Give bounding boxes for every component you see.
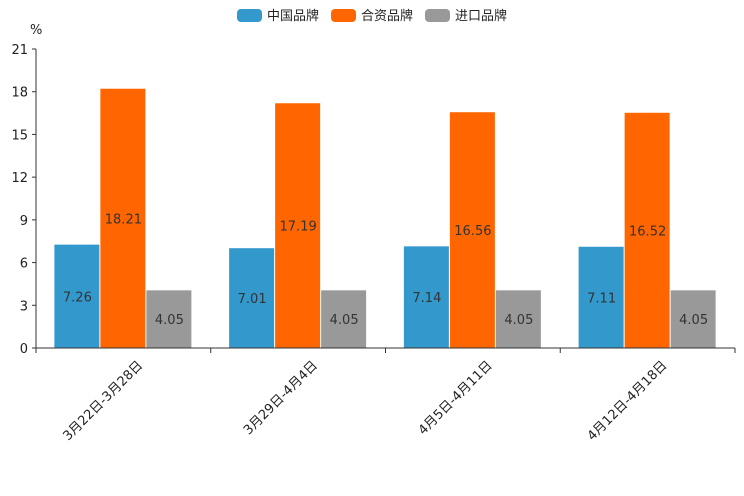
bar: [578, 246, 624, 348]
x-category-label: 4月5日-4月11日: [416, 358, 496, 438]
y-tick-label: 9: [20, 214, 28, 229]
bar-value-label: 18.21: [105, 212, 142, 227]
legend-item: 合资品牌: [331, 8, 413, 24]
bar: [146, 290, 192, 348]
bars: 7.26 18.21 4.05 7.01 17.19 4.05 7.14 16.56 4.05 7…: [54, 88, 716, 349]
bar-value-label: 4.05: [504, 313, 533, 328]
y-tick-label: 0: [20, 342, 28, 357]
bar: [100, 88, 146, 348]
bar: [275, 103, 321, 348]
legend-label: 中国品牌: [267, 8, 319, 24]
y-tick-label: 6: [20, 257, 28, 272]
legend-item: 中国品牌: [237, 8, 319, 24]
x-axis: 3月22日-3月28日 3月29日-4月4日 4月5日-4月11日 4月12日-4月1…: [35, 347, 736, 444]
bar-value-label: 7.26: [63, 290, 92, 305]
bar-value-label: 16.56: [454, 224, 491, 239]
y-tick-label: 18: [11, 86, 28, 101]
legend-item: 进口品牌: [425, 8, 507, 24]
legend-swatch: [425, 9, 450, 22]
bar: [229, 248, 275, 348]
bar-value-label: 16.52: [629, 224, 666, 239]
bar: [670, 290, 716, 348]
bar: [403, 246, 449, 348]
legend-label: 进口品牌: [455, 8, 507, 24]
bar-value-label: 4.05: [679, 313, 708, 328]
bar: [624, 112, 670, 348]
bar-value-label: 4.05: [155, 313, 184, 328]
legend: 中国品牌 合资品牌 进口品牌: [237, 8, 507, 24]
bar: [495, 290, 541, 348]
y-tick-label: 12: [11, 171, 28, 186]
x-category-label: 4月12日-4月18日: [585, 358, 671, 444]
legend-swatch: [331, 9, 356, 22]
y-axis-unit: %: [30, 23, 42, 38]
legend-label: 合资品牌: [361, 8, 413, 24]
bar: [449, 112, 495, 349]
x-category-label: 3月29日-4月4日: [241, 358, 321, 438]
y-axis: 0 3 6 9 12 15 18 21: [11, 43, 37, 357]
bar: [54, 244, 100, 348]
bar-value-label: 17.19: [280, 220, 317, 235]
legend-swatch: [237, 9, 262, 22]
y-tick-label: 15: [11, 128, 28, 143]
bar: [321, 290, 367, 348]
y-tick-label: 3: [20, 299, 28, 314]
y-tick-label: 21: [11, 43, 28, 58]
x-category-label: 3月22日-3月28日: [60, 358, 146, 444]
bar-value-label: 7.01: [238, 292, 267, 307]
bar-value-label: 4.05: [330, 313, 359, 328]
bar-value-label: 7.11: [587, 291, 616, 306]
bar-value-label: 7.14: [412, 291, 441, 306]
